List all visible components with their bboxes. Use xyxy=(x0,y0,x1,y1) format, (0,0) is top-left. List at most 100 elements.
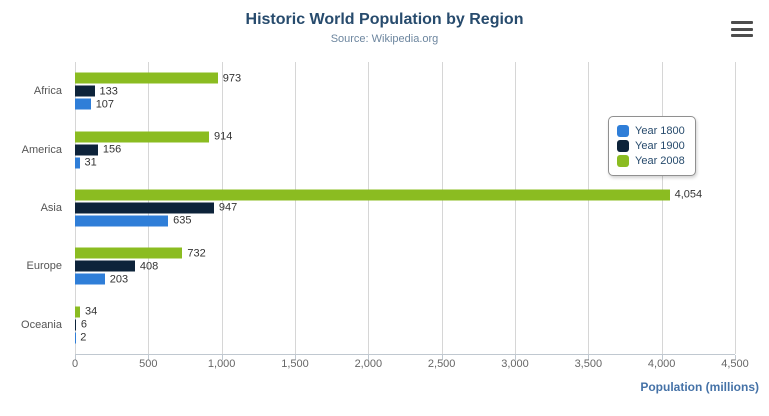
bar-group: 4,054 947 635 xyxy=(75,187,735,228)
bar-year-1800-asia[interactable] xyxy=(75,215,169,227)
x-tick-label: 4,000 xyxy=(647,358,676,370)
gridline xyxy=(368,62,370,354)
bar-row: 408 xyxy=(75,260,735,273)
hamburger-line xyxy=(731,21,753,24)
category-group-america: 914 156 31 xyxy=(75,120,735,178)
hamburger-menu-icon[interactable] xyxy=(731,20,753,38)
x-axis-tick xyxy=(515,355,516,360)
x-axis-tick xyxy=(735,355,736,360)
x-axis-line xyxy=(75,354,735,355)
category-group-africa: 973 133 107 xyxy=(75,62,735,120)
bar-value-label: 408 xyxy=(139,260,159,273)
legend-swatch xyxy=(617,125,629,137)
gridline xyxy=(441,62,443,354)
bar-row: 973 xyxy=(75,72,735,85)
gridline xyxy=(588,62,590,354)
x-axis-tick xyxy=(221,355,223,360)
x-axis-tick xyxy=(661,355,663,360)
gridline xyxy=(515,62,516,354)
x-axis-labels: 0 500 1,000 1,500 2,000 2,500 3,000 3,500 4,000 4… xyxy=(72,358,749,372)
legend-swatch xyxy=(617,155,629,167)
x-tick-label: 500 xyxy=(139,358,158,370)
legend-item-year-1800[interactable]: Year 1800 xyxy=(617,125,685,137)
x-axis-title: Population (millions) xyxy=(640,380,759,394)
bar-value-label: 732 xyxy=(187,247,206,260)
x-axis-tick xyxy=(295,355,296,360)
legend-swatch xyxy=(617,140,629,152)
legend-item-year-1900[interactable]: Year 1900 xyxy=(617,140,685,152)
y-axis-label-america: America xyxy=(21,143,62,156)
bar-value-label: 203 xyxy=(109,273,129,286)
bar-year-1900-europe[interactable] xyxy=(75,260,135,272)
y-axis-label-africa: Africa xyxy=(33,85,62,98)
y-axis-label-asia: Asia xyxy=(40,202,62,214)
bar-row: 107 xyxy=(75,98,735,111)
bar-row: 203 xyxy=(75,273,735,286)
bar-value-label: 914 xyxy=(214,130,233,143)
bar-value-label: 107 xyxy=(95,98,115,111)
bar-value-label: 133 xyxy=(99,85,118,98)
bar-value-label: 635 xyxy=(173,214,192,227)
chart-title: Historic World Population by Region xyxy=(245,11,524,28)
legend-item-year-2008[interactable]: Year 2008 xyxy=(617,155,685,167)
bar-year-1800-africa[interactable] xyxy=(75,98,91,110)
chart-subtitle: Source: Wikipedia.org xyxy=(330,33,439,45)
category-group-asia: 4,054 947 635 xyxy=(75,179,735,237)
bar-row: 635 xyxy=(75,214,735,227)
gridline xyxy=(221,62,223,354)
bar-year-2008-asia[interactable] xyxy=(75,189,670,201)
bar-group: 732 408 203 xyxy=(75,246,735,287)
bar-year-1900-asia[interactable] xyxy=(75,202,214,214)
legend-label: Year 2008 xyxy=(635,155,685,167)
x-axis-tick xyxy=(588,355,590,360)
bar-year-1800-america[interactable] xyxy=(75,157,80,169)
category-group-oceania: 34 6 2 xyxy=(75,296,735,354)
bar-year-1900-oceania[interactable] xyxy=(75,319,76,331)
bar-year-1800-europe[interactable] xyxy=(75,273,105,285)
bar-group: 973 133 107 xyxy=(75,71,735,112)
bar-value-label: 947 xyxy=(218,201,238,214)
category-group-europe: 732 408 203 xyxy=(75,237,735,295)
bar-value-label: 31 xyxy=(84,156,97,169)
bar-year-2008-oceania[interactable] xyxy=(75,306,80,318)
x-tick-label: 4,500 xyxy=(721,358,749,370)
bar-year-1900-africa[interactable] xyxy=(75,85,95,97)
bar-value-label: 6 xyxy=(80,318,87,331)
hamburger-line xyxy=(731,27,753,31)
legend-label: Year 1900 xyxy=(635,140,685,152)
bar-year-2008-africa[interactable] xyxy=(75,72,218,84)
plot-area: 973 133 107 914 156 31 4,054 947 635 732 408 203 34 6… xyxy=(75,62,736,360)
x-axis-tick xyxy=(148,355,150,360)
bar-value-label: 973 xyxy=(222,72,242,85)
bar-year-2008-america[interactable] xyxy=(75,131,210,143)
bar-row: 31 xyxy=(75,156,735,169)
y-axis-label-europe: Europe xyxy=(26,260,62,273)
x-tick-label: 2,500 xyxy=(427,358,456,370)
x-tick-label: 3,000 xyxy=(501,358,529,370)
bar-row: 4,054 xyxy=(75,189,735,201)
bar-value-label: 34 xyxy=(84,305,98,318)
hamburger-line xyxy=(731,34,753,37)
bar-group: 914 156 31 xyxy=(75,129,735,170)
bar-row: 914 xyxy=(75,130,735,143)
bar-year-2008-europe[interactable] xyxy=(75,247,183,259)
bar-row: 947 xyxy=(75,201,735,214)
bar-year-1900-america[interactable] xyxy=(75,144,98,156)
bar-row: 6 xyxy=(75,318,735,331)
legend-label: Year 1800 xyxy=(635,125,685,137)
bar-row: 156 xyxy=(75,143,735,156)
gridline xyxy=(661,62,663,354)
bar-group: 34 6 2 xyxy=(75,304,735,345)
bar-row: 732 xyxy=(75,247,735,260)
y-axis-label-oceania: Oceania xyxy=(21,318,62,331)
y-axis-labels: Africa America Asia Europe Oceania xyxy=(0,62,68,354)
x-tick-label: 2,000 xyxy=(354,358,383,370)
legend: Year 1800 Year 1900 Year 2008 xyxy=(608,116,696,176)
bar-value-label: 156 xyxy=(102,143,122,156)
gridline xyxy=(295,62,296,354)
x-axis-tick xyxy=(368,355,370,360)
bar-row: 2 xyxy=(75,332,735,344)
bar-row: 133 xyxy=(75,85,735,98)
x-axis-tick xyxy=(441,355,443,360)
